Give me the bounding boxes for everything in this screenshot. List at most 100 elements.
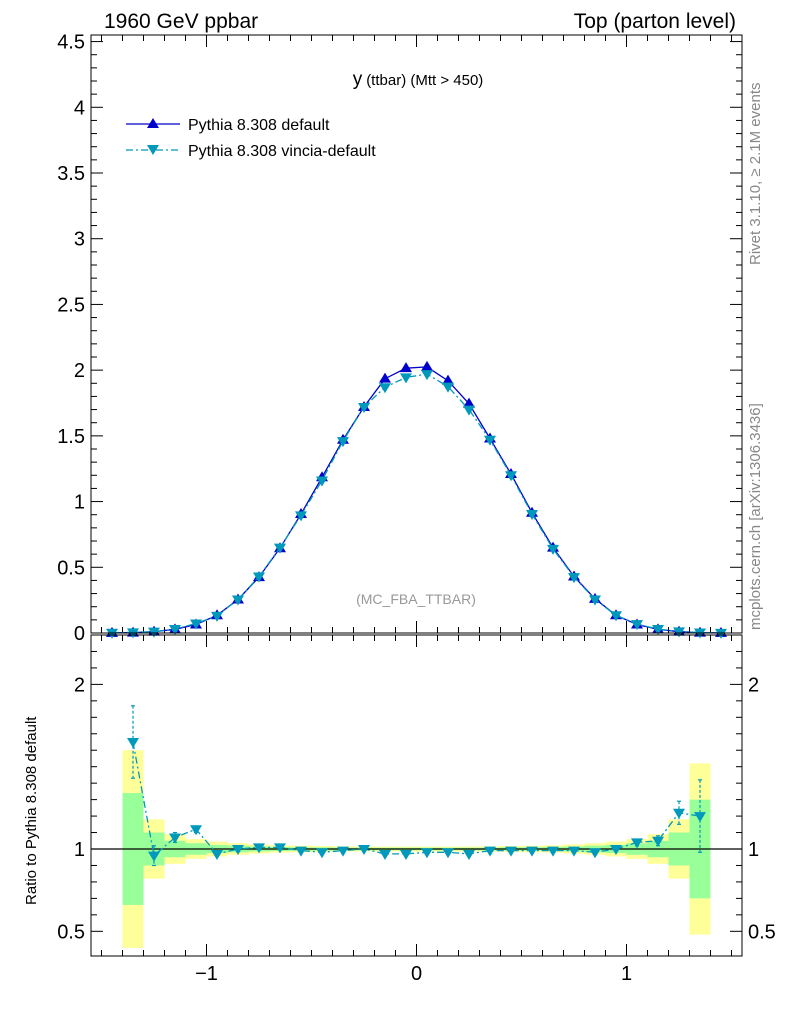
series-marker-1 [211,611,223,622]
ratio-marker [274,843,286,854]
series-marker-0 [379,372,391,383]
ratio-marker [232,845,244,855]
series-marker-1 [274,543,286,554]
ratio-marker [253,843,265,854]
ratio-ytick-label-right: 2 [748,674,759,696]
legend-label-vincia: Pythia 8.308 vincia-default [188,143,376,160]
ratio-marker [547,846,559,857]
series-marker-0 [400,362,412,373]
ratio-xtick-label: −1 [195,963,218,985]
series-marker-0 [421,360,433,371]
ratio-marker [505,846,517,857]
rivet-label: Rivet 3.1.10, ≥ 2.1M events [747,83,764,266]
series-line-1 [111,373,722,634]
ratio-marker [463,849,475,860]
main-ytick-label: 3.5 [57,163,85,185]
series-marker-1 [232,595,244,606]
main-ytick-label: 1.5 [57,426,85,448]
series-marker-0 [442,374,454,385]
ratio-marker [421,848,433,859]
ratio-marker [631,838,643,849]
ratio-marker [169,833,181,844]
ratio-ytick-label-right: 0.5 [748,921,776,943]
header-left: 1960 GeV ppbar [104,10,258,33]
legend-label-default: Pythia 8.308 default [188,117,330,134]
ratio-marker [589,848,601,859]
series-marker-1 [589,595,601,606]
ratio-marker [337,846,349,857]
series-marker-1 [400,373,412,384]
main-ytick-label: 0 [74,623,85,645]
site-label: mcplots.cern.ch [arXiv:1306.3436] [747,403,764,630]
series-marker-1 [379,383,391,394]
ratio-plot: 0.5 0.5 1 1 2 2 −1 0 1 Ratio to Pythia 8.308 def… [23,634,776,985]
series-marker-1 [631,620,643,631]
ratio-marker [211,849,223,860]
main-ytick-label: 2 [74,360,85,382]
ratio-xtick-label: 0 [411,963,422,985]
series-marker-1 [169,625,181,636]
ratio-marker [379,849,391,860]
ratio-ticks: 0.5 0.5 1 1 2 2 −1 0 1 [57,635,776,985]
ratio-marker [127,738,139,748]
series-marker-1 [505,471,517,482]
series-marker-1 [295,511,307,522]
ratio-ytick-label: 1 [74,839,85,861]
main-ytick-label: 4 [74,97,85,119]
series-marker-1 [484,435,496,446]
ratio-marker [610,845,622,855]
ratio-marker [484,846,496,857]
series-marker-1 [337,437,349,448]
series-marker-1 [442,382,454,393]
ratio-marker [526,846,538,857]
series-marker-1 [715,628,727,639]
legend-marker-default [147,118,159,128]
ratio-marker [568,846,580,857]
ratio-xtick-label: 1 [621,963,632,985]
legend: Pythia 8.308 default Pythia 8.308 vincia… [126,117,376,160]
ratio-ylabel: Ratio to Pythia 8.308 default [23,716,40,905]
ratio-marker [316,848,328,859]
main-frame [90,34,743,634]
series-marker-1 [526,510,538,521]
main-title: y (ttbar) (Mtt > 450) [353,69,484,90]
series-marker-1 [610,611,622,622]
ratio-frame [90,634,743,957]
series-marker-1 [568,573,580,584]
series-marker-1 [190,619,202,630]
series-marker-1 [106,628,118,639]
series-marker-1 [358,402,370,413]
main-ytick-label: 4.5 [57,32,85,54]
legend-marker-vincia [147,145,159,155]
series-marker-1 [421,370,433,381]
ratio-marker [358,845,370,855]
ratio-series-line [132,741,701,857]
main-ytick-label: 0.5 [57,557,85,579]
series-marker-0 [463,397,475,408]
main-ytick-label: 3 [74,229,85,251]
ratio-marker [652,836,664,847]
main-ytick-label: 1 [74,492,85,514]
main-title-sub: (ttbar) (Mtt > 450) [366,72,483,89]
watermark: (MC_FBA_TTBAR) [356,591,476,607]
ratio-marker [190,825,202,836]
ratio-ytick-label: 0.5 [57,921,85,943]
header-right: Top (parton level) [574,10,736,33]
ratio-ytick-label-right: 1 [748,839,759,861]
ratio-marker [295,846,307,857]
main-title-y: y [353,69,363,90]
series-marker-1 [463,405,475,416]
series-marker-1 [253,572,265,583]
ratio-marker [694,812,706,823]
series-marker-1 [673,627,685,638]
series-marker-1 [316,476,328,487]
ratio-marker [673,808,685,819]
main-ytick-label: 2.5 [57,294,85,316]
main-ticks: 0 0.5 1 1.5 2 2.5 3 3.5 4 4.5 [57,32,742,645]
main-plot: 0 0.5 1 1.5 2 2.5 3 3.5 4 4.5 y (ttbar) (Mtt > 450… [57,32,743,645]
ratio-series [91,705,742,867]
ratio-marker [400,849,412,860]
series-marker-1 [547,544,559,555]
ratio-marker [148,851,160,862]
